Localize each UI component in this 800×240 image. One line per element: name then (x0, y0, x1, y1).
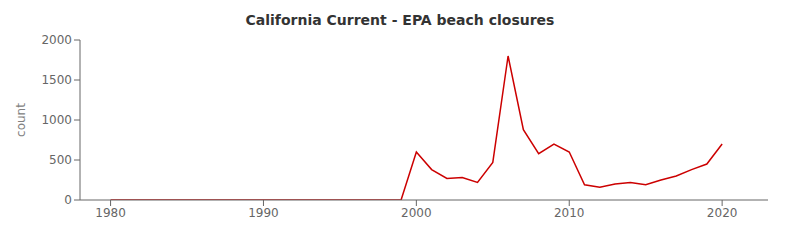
svg-text:2020: 2020 (707, 206, 738, 220)
svg-text:1990: 1990 (248, 206, 279, 220)
svg-text:2010: 2010 (554, 206, 585, 220)
svg-text:1000: 1000 (41, 113, 72, 127)
svg-text:1500: 1500 (41, 73, 72, 87)
svg-text:0: 0 (64, 193, 72, 207)
svg-text:2000: 2000 (401, 206, 432, 220)
svg-text:2000: 2000 (41, 33, 72, 47)
svg-text:1980: 1980 (95, 206, 126, 220)
html-text:California Current - EPA beach: California Current - EPA beach closures (245, 12, 555, 28)
svg-text:500: 500 (49, 153, 72, 167)
svg-text:count: count (14, 103, 28, 137)
